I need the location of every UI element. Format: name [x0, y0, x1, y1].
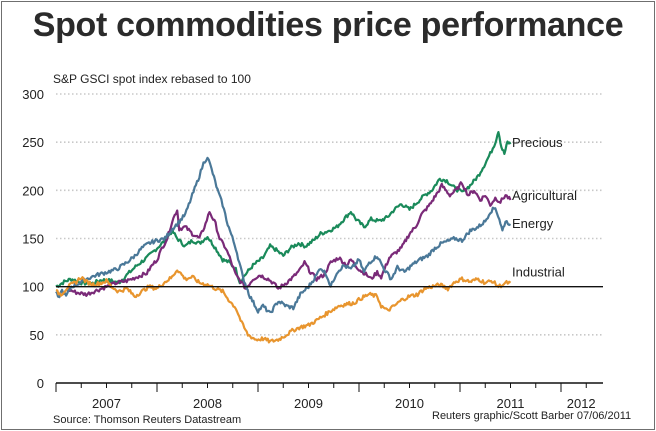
series-line-industrial	[55, 269, 512, 344]
y-tick-label: 50	[30, 328, 44, 343]
credit-note: Reuters graphic/Scott Barber 07/06/2011	[432, 410, 632, 422]
chart-subtitle: S&P GSCI spot index rebased to 100	[53, 72, 251, 86]
grid-lines	[56, 93, 603, 336]
y-tick-label: 0	[37, 376, 44, 391]
x-tick-label: 2009	[294, 396, 323, 411]
series-line-precious	[55, 131, 512, 288]
x-tick-label: 2012	[567, 396, 596, 411]
x-tick-label: 2011	[497, 396, 525, 411]
y-tick-label: 100	[22, 280, 44, 295]
x-tick-label: 2010	[395, 396, 424, 411]
y-tick-label: 200	[22, 183, 44, 198]
x-tick-label: 2007	[92, 396, 121, 411]
y-tick-label: 150	[22, 232, 44, 247]
legend: Precious Agricultural Energy Industrial	[512, 135, 577, 279]
series-line-energy	[55, 156, 512, 314]
y-tick-label: 300	[22, 87, 44, 102]
legend-label-industrial: Industrial	[512, 264, 565, 279]
series-line-agricultural	[65, 181, 512, 297]
chart-title: Spot commodities price performance	[32, 6, 624, 44]
x-tick-label: 2008	[193, 396, 222, 411]
legend-label-precious: Precious	[512, 135, 563, 150]
y-tick-label: 250	[22, 135, 44, 150]
x-axis: 2007 2008 2009 2010 2011 2012	[55, 382, 603, 411]
series-lines	[55, 131, 512, 344]
y-axis: 0 50 100 150 200 250 300	[22, 87, 44, 391]
legend-label-energy: Energy	[512, 216, 554, 231]
legend-label-agricultural: Agricultural	[512, 188, 577, 203]
source-note: Source: Thomson Reuters Datastream	[53, 414, 242, 426]
